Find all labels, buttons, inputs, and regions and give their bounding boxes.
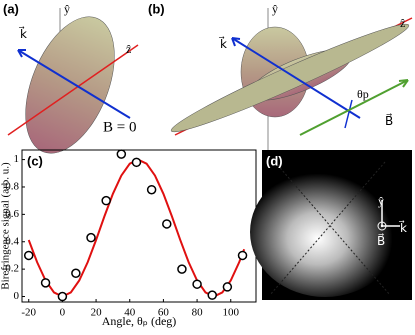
annotation: B⃗ (377, 233, 385, 248)
data-point (86, 232, 96, 243)
panel-d: (d) ŷ k⃗ B⃗ (250, 150, 412, 300)
data-point (177, 264, 187, 274)
data-point (23, 250, 34, 261)
k-axis (17, 49, 131, 119)
x-tick-label: 60 (158, 307, 170, 319)
x-tick-label: 20 (91, 307, 103, 319)
y-axis-label: Birefringence signal (arb. u.) (0, 162, 12, 290)
annotation: ẑ (400, 16, 405, 30)
panel-a: (a) ŷ ẑ k⃗ B = 0 (3, 1, 139, 154)
data-point (146, 184, 157, 195)
annotation: k⃗ (399, 220, 407, 235)
data-point (222, 282, 233, 292)
fit-line (27, 158, 246, 298)
data-point (131, 157, 142, 168)
annotation: ŷ (272, 2, 278, 16)
x-tick-label: 80 (192, 307, 204, 319)
panel-label: (a) (3, 1, 19, 16)
x-tick-label: 40 (124, 307, 136, 319)
data-point (101, 195, 111, 206)
plot-frame (21, 149, 257, 303)
b-symbol (380, 224, 384, 228)
polarization (344, 99, 353, 129)
arrow (398, 79, 409, 88)
panel-b: (b) ŷ ẑ k⃗ θp B⃗ (148, 1, 413, 155)
surface (25, 16, 115, 154)
b-arrow (299, 79, 409, 136)
annotation: B = 0 (103, 119, 136, 135)
b-symbol (377, 221, 387, 231)
z-axis (7, 44, 139, 136)
annotation: k⃗ (19, 26, 27, 41)
data-point (192, 279, 202, 289)
annotation: k⃗ (219, 36, 227, 51)
x-tick-label: 100 (222, 307, 239, 319)
panel-label: (c) (27, 153, 43, 168)
annotation: θp (357, 87, 369, 101)
y-tick-label: 0.2 (5, 263, 19, 275)
x-axis-label: Angle, θₚ (deg) (102, 314, 177, 328)
data-point (237, 250, 248, 261)
panel-label: (b) (148, 1, 165, 16)
annotation: ŷ (378, 194, 384, 208)
data-point (207, 290, 217, 300)
y-tick-label: 0.4 (5, 235, 19, 247)
data-point (116, 149, 127, 159)
panel-label: (d) (266, 153, 283, 168)
x-tick-label: -20 (21, 307, 36, 319)
arrow (17, 49, 26, 58)
data-point (40, 278, 51, 288)
y-tick-label: 0.6 (5, 208, 19, 220)
surface (170, 23, 410, 133)
data-point (162, 219, 172, 229)
dashed-lines (269, 161, 391, 296)
data-point (71, 268, 81, 278)
annotation: ŷ (64, 2, 70, 16)
data-point (57, 291, 68, 302)
y-tick-label: 0.8 (5, 181, 19, 193)
panel-c: (c) Angle, θₚ (deg) Birefringence signal… (0, 149, 257, 328)
annotation: B⃗ (385, 113, 393, 128)
y-tick-label: 1 (14, 153, 20, 165)
x-tick-label: 0 (60, 307, 66, 319)
k-axis (231, 37, 361, 119)
annotation: ẑ (126, 42, 131, 56)
arrow (231, 37, 241, 47)
y-tick-label: 0 (14, 290, 20, 302)
